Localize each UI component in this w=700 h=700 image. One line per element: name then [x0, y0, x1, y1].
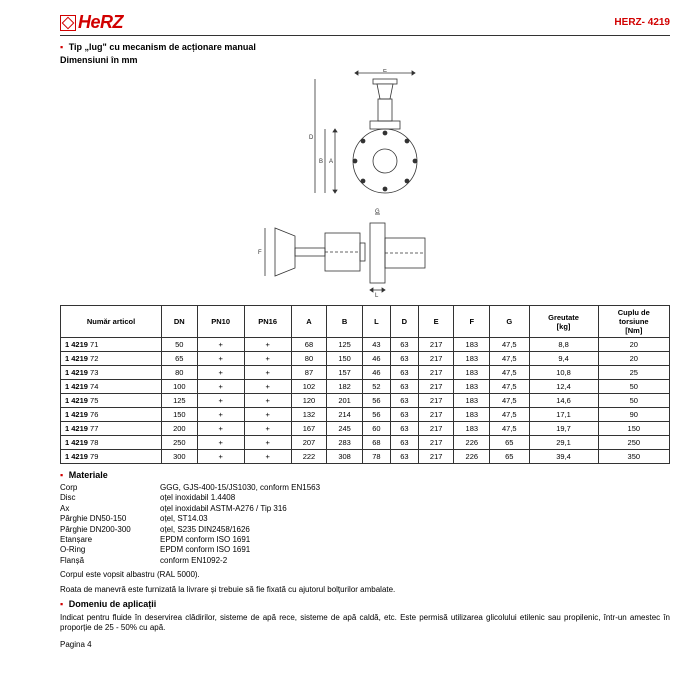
- svg-text:A: A: [329, 159, 333, 165]
- table-header: L: [362, 306, 390, 338]
- table-header: B: [327, 306, 363, 338]
- material-row: Discoțel inoxidabil 1.4408: [60, 493, 670, 503]
- table-header: DN: [162, 306, 198, 338]
- logo: HeRZ: [60, 12, 123, 33]
- table-header: F: [454, 306, 490, 338]
- table-row: 1 4219 79300++22230878632172266539,4350: [61, 450, 670, 464]
- table-row: 1 4219 77200++167245606321718347,519,715…: [61, 422, 670, 436]
- logo-text: HeRZ: [78, 12, 123, 33]
- table-row: 1 4219 7380++87157466321718347,510,825: [61, 366, 670, 380]
- svg-text:E: E: [383, 69, 387, 74]
- table-header: Cuplu detorsiune[Nm]: [598, 306, 669, 338]
- material-row: Pârghie DN50-150oțel, ST14.03: [60, 514, 670, 524]
- table-row: 1 4219 76150++132214566321718347,517,190: [61, 408, 670, 422]
- table-header: Greutate[kg]: [529, 306, 598, 338]
- table-row: 1 4219 78250++20728368632172266529,1250: [61, 436, 670, 450]
- bullet-icon: ▪: [60, 470, 63, 480]
- technical-diagram: E A B D: [60, 69, 670, 299]
- table-header: PN10: [197, 306, 244, 338]
- bullet-icon: ▪: [60, 42, 63, 52]
- table-row: 1 4219 75125++120201566321718347,514,650: [61, 394, 670, 408]
- svg-text:B: B: [319, 159, 323, 165]
- material-row: O-RingEPDM conform ISO 1691: [60, 545, 670, 555]
- bullet-icon: ▪: [60, 599, 63, 609]
- materials-note: Corpul este vopsit albastru (RAL 5000).: [60, 570, 670, 580]
- applications-title: ▪ Domeniu de aplicații: [60, 599, 670, 609]
- table-header: Număr articol: [61, 306, 162, 338]
- page-header: HeRZ HERZ- 4219: [60, 12, 670, 36]
- page-footer: Pagina 4: [60, 640, 670, 649]
- svg-text:G: G: [375, 209, 380, 215]
- section-title-text: Tip „lug" cu mecanism de acționare manua…: [69, 42, 256, 52]
- table-row: 1 4219 7265++80150466321718347,59,420: [61, 352, 670, 366]
- svg-text:F: F: [258, 250, 262, 256]
- material-row: Flanșăconform EN1092-2: [60, 556, 670, 566]
- table-header: E: [418, 306, 454, 338]
- dimensions-table: Număr articolDNPN10PN16ABLDEFGGreutate[k…: [60, 305, 670, 464]
- applications-text: Indicat pentru fluide în deservirea clăd…: [60, 613, 670, 634]
- material-row: Axoțel inoxidabil ASTM-A276 / Tip 316: [60, 504, 670, 514]
- material-row: EtanșareEPDM conform ISO 1691: [60, 535, 670, 545]
- table-header: D: [390, 306, 418, 338]
- section-title: ▪ Tip „lug" cu mecanism de acționare man…: [60, 42, 670, 52]
- logo-icon: [60, 15, 76, 31]
- material-row: Pârghie DN200-300oțel, S235 DIN2458/1626: [60, 525, 670, 535]
- table-header: PN16: [244, 306, 291, 338]
- table-header: G: [490, 306, 529, 338]
- table-header: A: [291, 306, 327, 338]
- table-row: 1 4219 74100++102182526321718347,512,450: [61, 380, 670, 394]
- svg-text:L: L: [375, 293, 379, 298]
- materials-title: ▪ Materiale: [60, 470, 670, 480]
- table-row: 1 4219 7150++68125436321718347,58,820: [61, 338, 670, 352]
- handwheel-note: Roata de manevră este furnizată la livra…: [60, 585, 670, 595]
- svg-text:D: D: [309, 135, 314, 141]
- section-subtitle: Dimensiuni în mm: [60, 55, 670, 65]
- document-code: HERZ- 4219: [614, 17, 670, 28]
- material-row: CorpGGG, GJS-400-15/JS1030, conform EN15…: [60, 483, 670, 493]
- materials-list: CorpGGG, GJS-400-15/JS1030, conform EN15…: [60, 483, 670, 566]
